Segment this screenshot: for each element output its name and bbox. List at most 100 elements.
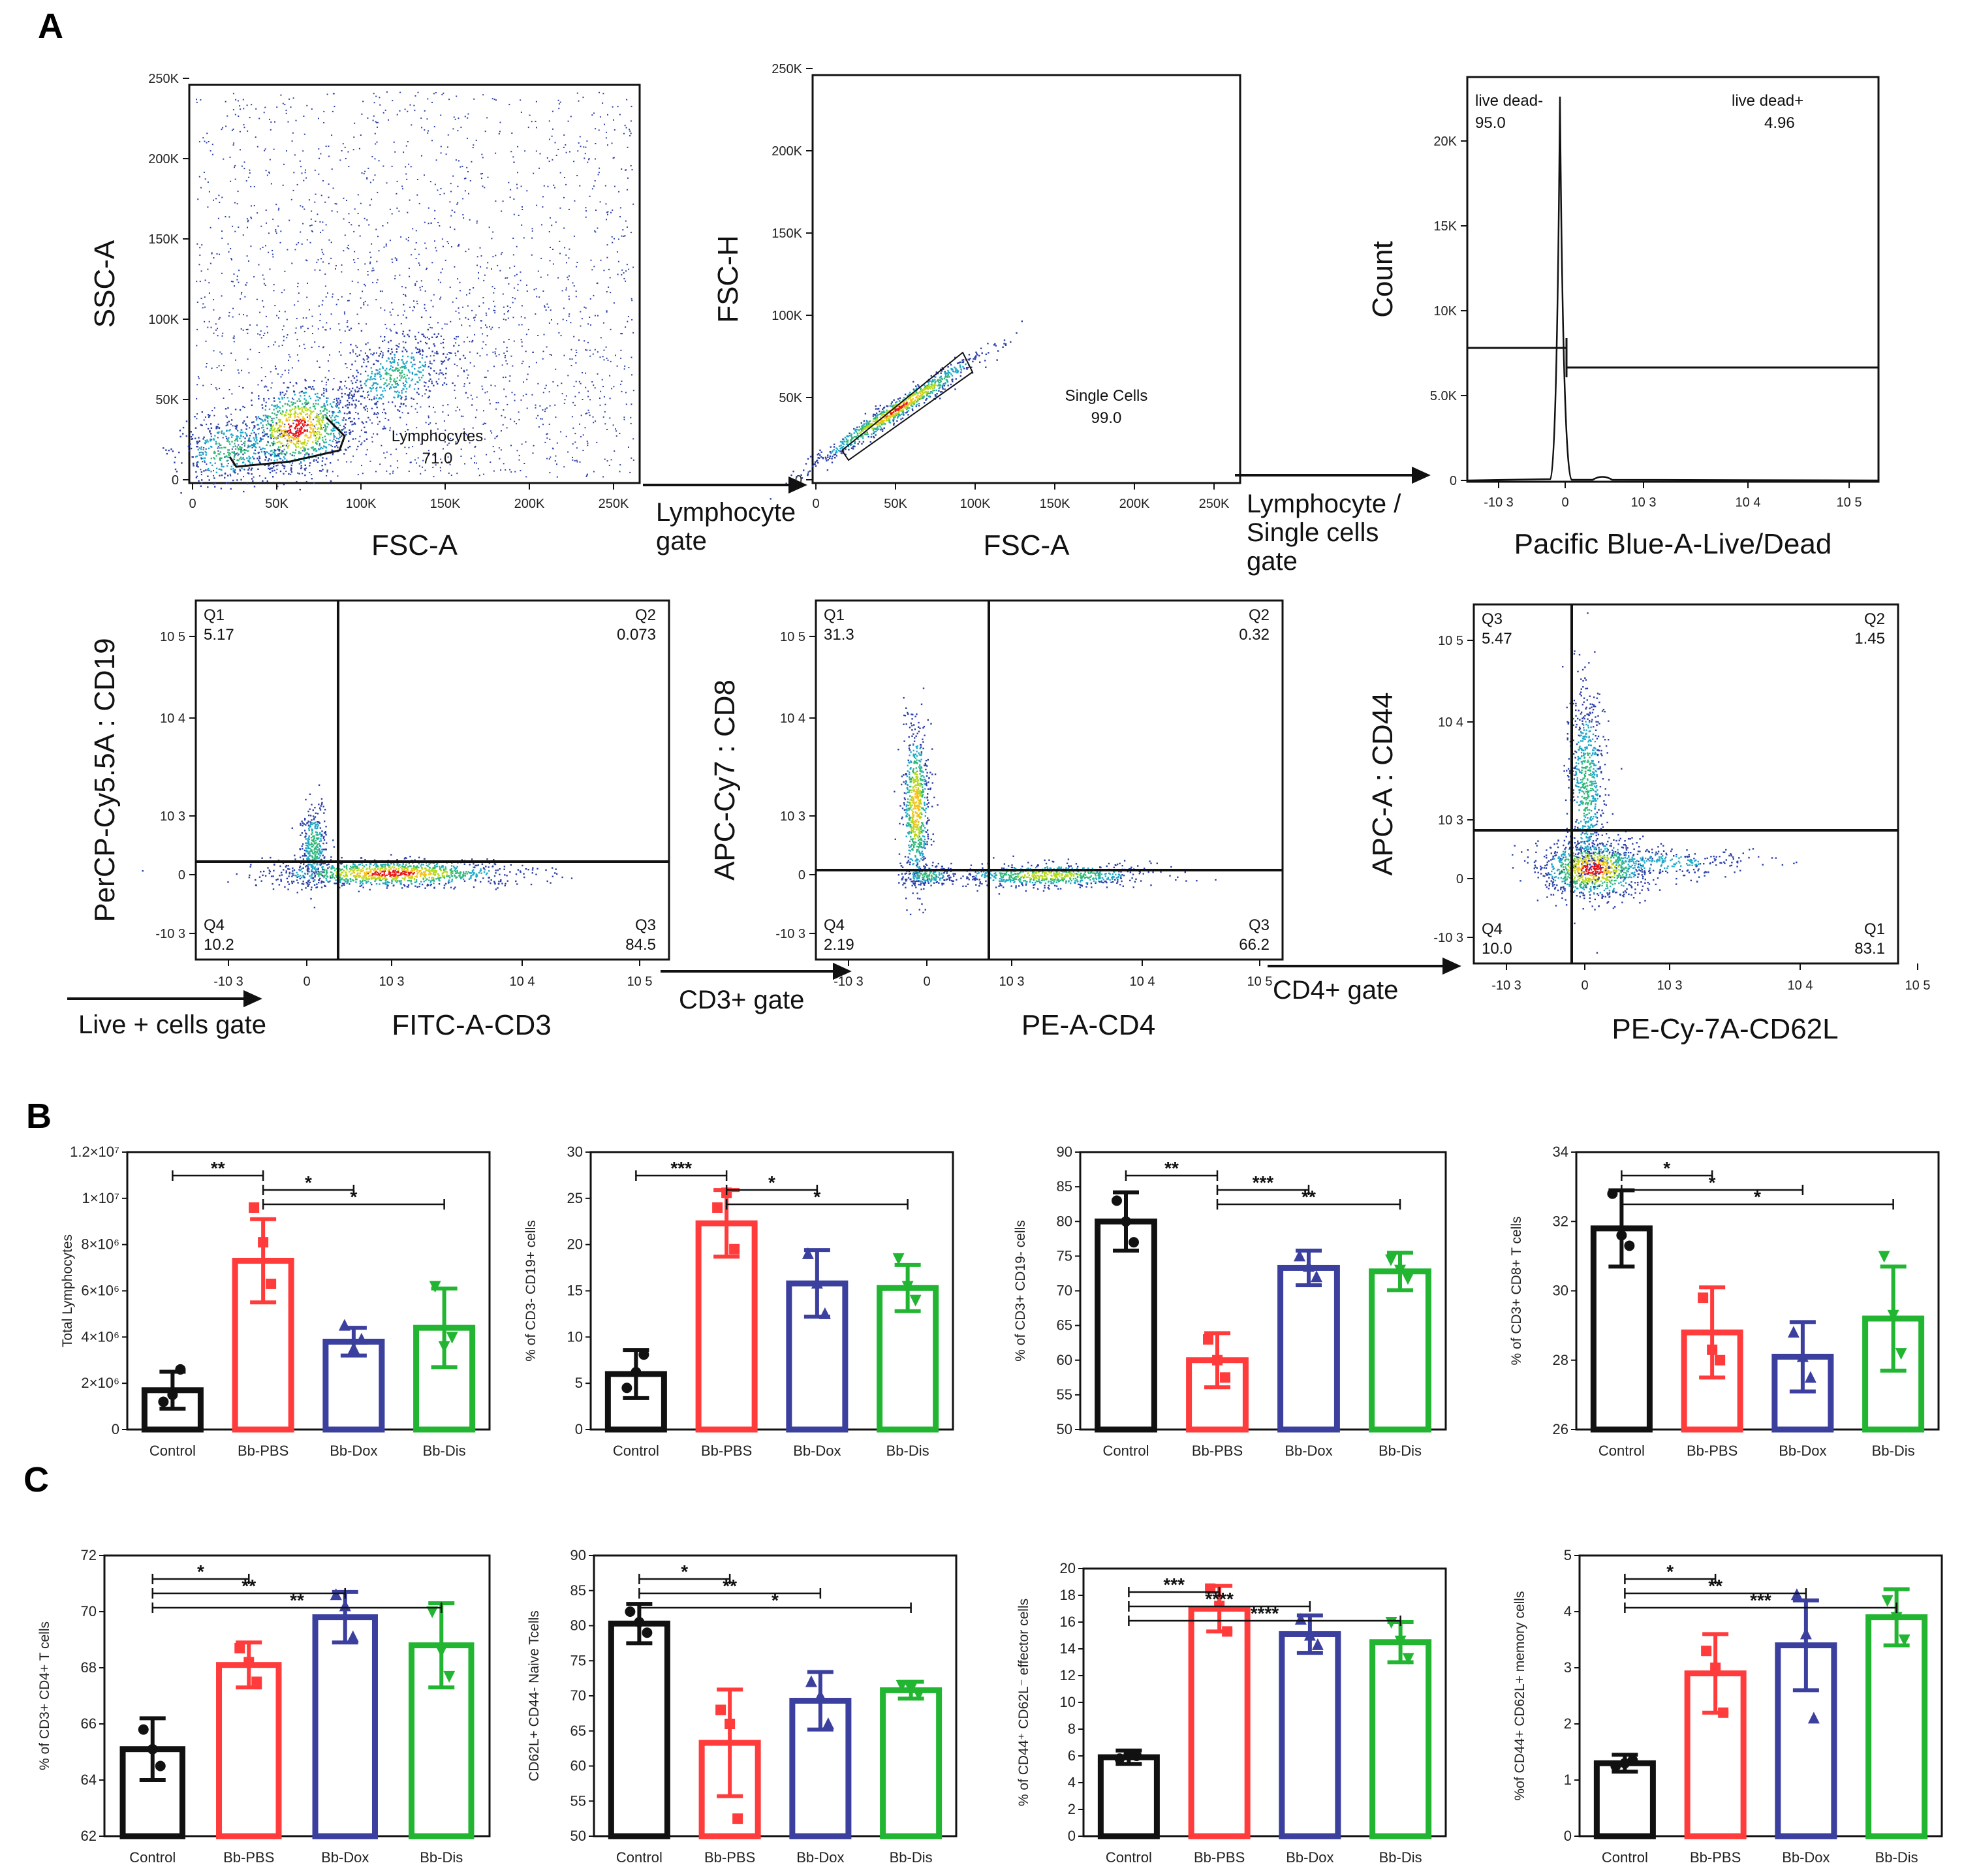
x-tick-label: Bb-Dis (1875, 1849, 1918, 1866)
gate-name: Single Cells (1065, 387, 1148, 405)
x-tick-label: 10 5 (1905, 978, 1931, 993)
y-tick-label: 25 (567, 1190, 583, 1206)
y-tick-label: 28 (1553, 1352, 1568, 1368)
quadrant-name: Q2 (635, 606, 656, 624)
x-axis-label: PE-A-CD4 (1021, 1009, 1155, 1041)
x-tick-label: 0 (812, 497, 819, 511)
x-axis-label: FSC-A (371, 529, 458, 561)
y-tick-label: 65 (570, 1723, 586, 1739)
single-cells-gate-label: Lymphocyte / Single cells gate (1247, 490, 1401, 576)
data-point (1698, 1292, 1708, 1303)
count-histogram (1467, 97, 1878, 480)
live-cells-gate-label: Live + cells gate (78, 1010, 266, 1039)
y-tick-label: 100K (772, 309, 802, 323)
x-tick-label: Control (1106, 1849, 1152, 1866)
y-tick-label: 50K (155, 393, 179, 407)
data-point (249, 1202, 259, 1213)
gate-value: 99.0 (1091, 409, 1122, 427)
x-tick-label: Control (1598, 1443, 1645, 1459)
significance-label: ** (290, 1590, 304, 1610)
plot-frame (189, 85, 640, 483)
x-tick-label: Bb-PBS (1687, 1443, 1738, 1459)
quadrant-value: 10.0 (1482, 940, 1512, 958)
x-axis-label: Pacific Blue-A-Live/Dead (1514, 528, 1832, 560)
y-tick-label: 30 (1553, 1283, 1568, 1299)
bar-Control (611, 1623, 667, 1836)
y-tick-label: 34 (1553, 1144, 1568, 1160)
x-tick-label: Bb-Dis (886, 1443, 929, 1459)
y-tick-label: -10 3 (155, 927, 185, 941)
x-tick-label: 250K (1199, 497, 1230, 511)
cd3-gate-label: CD3+ gate (679, 986, 804, 1014)
y-tick-label: 90 (570, 1547, 586, 1563)
quadrant-name: Q3 (635, 916, 656, 934)
y-tick-label: 18 (1060, 1587, 1076, 1603)
y-tick-label: 4 (1564, 1603, 1572, 1619)
significance-label: * (1754, 1187, 1761, 1207)
y-axis-label: % of CD3+ CD19- cells (1013, 1220, 1028, 1362)
significance-label: ** (1164, 1158, 1179, 1178)
data-point (634, 1617, 644, 1627)
x-tick-label: 10 5 (1247, 975, 1273, 989)
y-tick-label: 55 (1057, 1386, 1072, 1403)
x-tick-label: 100K (960, 497, 991, 511)
data-point (638, 1349, 649, 1360)
y-tick-label: 12 (1060, 1667, 1076, 1683)
y-tick-label: 10 3 (780, 809, 805, 824)
significance-label: ** (1708, 1576, 1722, 1596)
data-point (1112, 1195, 1122, 1206)
x-tick-label: 200K (514, 497, 545, 511)
y-tick-label: 0 (1564, 1828, 1572, 1844)
significance-label: * (772, 1590, 779, 1610)
quadrant-name: Q2 (1249, 606, 1270, 624)
y-tick-label: 8×10⁶ (81, 1236, 119, 1253)
y-tick-label: 85 (1057, 1178, 1072, 1195)
y-tick-label: 70 (1057, 1283, 1072, 1299)
data-point (1882, 1595, 1894, 1607)
y-axis-label: % of CD3+ CD8+ T cells (1509, 1217, 1524, 1366)
flow-plot-f4: -10 3 0 10 3 10 4 10 510 510 410 30-10 3FITC… (89, 601, 669, 1041)
data-point (815, 1689, 826, 1701)
data-point (251, 1677, 262, 1687)
bar-Control (1100, 1757, 1157, 1836)
bar-chart-c2: 50 55 60 65 70 75 80 85 90 CD62L+ CD44- Naive Tce… (527, 1547, 956, 1866)
y-tick-label: 100K (148, 313, 179, 327)
y-tick-label: 0 (1068, 1828, 1076, 1844)
bar-Control (1098, 1221, 1155, 1430)
bar-Bb-Dox (315, 1618, 375, 1836)
x-tick-label: Bb-Dis (1379, 1443, 1422, 1459)
cell-population (292, 785, 335, 909)
quadrant-value: 31.3 (824, 626, 854, 644)
cell-population (142, 854, 573, 892)
figure: A B C 0 50K 100K 150K 200K 250K050K100K150K20… (0, 0, 1964, 1876)
y-tick-label: 1 (1564, 1772, 1572, 1788)
data-point (1715, 1355, 1725, 1366)
x-tick-label: -10 3 (1484, 495, 1514, 510)
quadrant-name: Q2 (1864, 610, 1885, 628)
significance-label: *** (1163, 1574, 1185, 1595)
flow-plot-f6: -10 3 0 10 3 10 4 10 510 510 410 30-10 3PE-C… (1367, 604, 1930, 1045)
y-axis-label: % of CD3- CD19+ cells (523, 1220, 538, 1362)
quadrant-name: Q4 (204, 916, 225, 934)
data-point (1220, 1372, 1230, 1383)
y-tick-label: 10 (1060, 1694, 1076, 1710)
data-point (712, 1202, 723, 1213)
y-tick-label: -10 3 (1433, 931, 1463, 945)
x-tick-label: Control (1103, 1443, 1149, 1459)
gate-value: 71.0 (422, 450, 453, 467)
x-tick-label: Bb-Dis (1872, 1443, 1915, 1459)
y-tick-label: 2 (1564, 1715, 1572, 1732)
y-axis-label: Total Lymphocytes (60, 1234, 75, 1347)
y-tick-label: 250K (148, 72, 179, 86)
cd4-gate-label: CD4+ gate (1273, 976, 1398, 1005)
y-tick-label: 3 (1564, 1659, 1572, 1676)
y-tick-label: 80 (1057, 1213, 1072, 1229)
plot-frame (196, 601, 669, 960)
x-tick-label: Control (129, 1849, 176, 1866)
data-point (1788, 1326, 1800, 1337)
bar-chart-c4: 012345%of CD44+ CD62L+ memory cellsContr… (1512, 1547, 1942, 1866)
y-tick-label: 32 (1553, 1213, 1568, 1229)
bar-chart-panels: 0 2×10⁶ 4×10⁶ 6×10⁶ 8×10⁶ 1×10⁷ 1.2×10⁷ Total L… (37, 1144, 1942, 1866)
quadrant-value: 10.2 (204, 936, 234, 954)
y-tick-label: 14 (1060, 1640, 1076, 1657)
